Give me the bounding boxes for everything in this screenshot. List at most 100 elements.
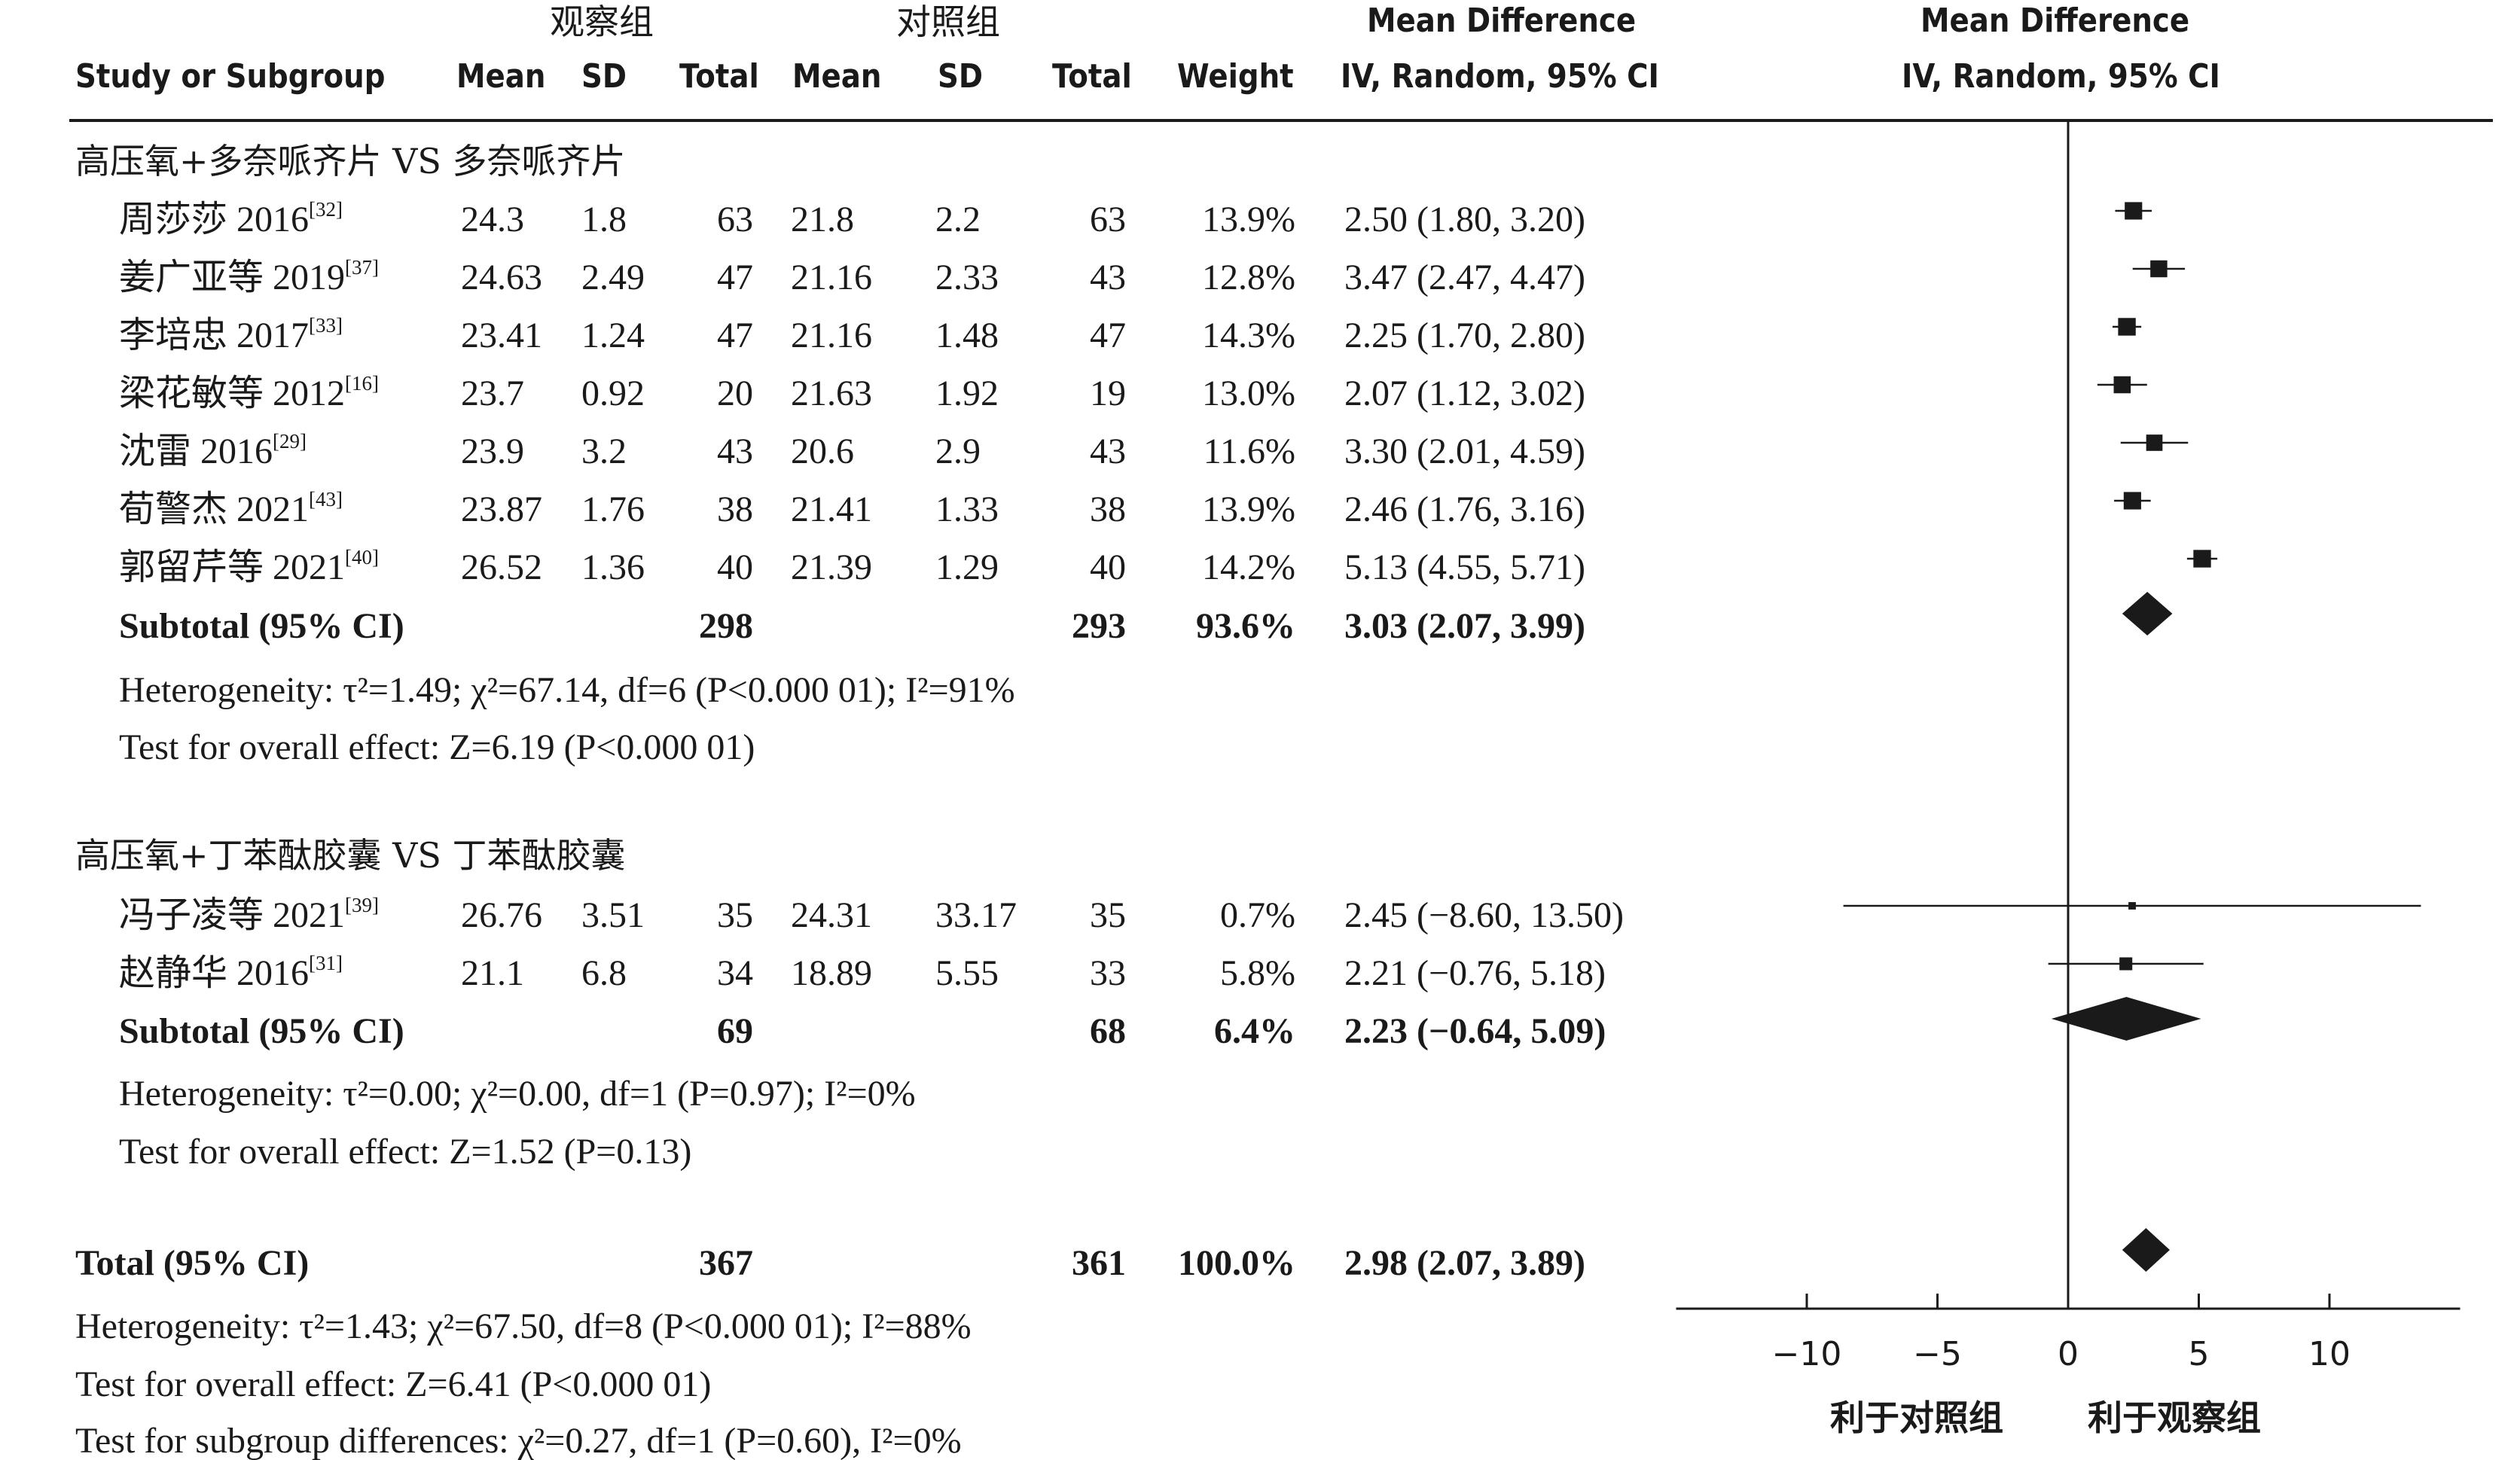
study-name-text: 冯子凌等 2021 bbox=[119, 895, 346, 935]
study-name: 荀警杰 2021[43] bbox=[119, 489, 343, 528]
study-weight: 0.7% bbox=[1220, 895, 1295, 935]
study-mean2: 18.89 bbox=[791, 953, 872, 993]
study-sd1: 1.76 bbox=[581, 489, 645, 529]
study-mean1: 26.52 bbox=[461, 547, 542, 587]
subtotal-total1: 298 bbox=[699, 606, 753, 646]
total1-header: Total bbox=[679, 57, 759, 96]
md-header-right: Mean Difference bbox=[1921, 2, 2190, 40]
study-name: 周莎莎 2016[32] bbox=[119, 200, 343, 239]
study-total1: 20 bbox=[717, 373, 753, 413]
group1-header: 观察组 bbox=[550, 2, 654, 42]
overall-effect-text: Test for overall effect: Z=6.19 (P<0.000… bbox=[119, 727, 755, 767]
study-name: 沈雷 2016[29] bbox=[119, 431, 307, 471]
study-header: Study or Subgroup bbox=[75, 57, 386, 96]
study-reference: [43] bbox=[309, 488, 343, 511]
study-total2: 38 bbox=[1090, 489, 1126, 529]
study-sd2: 1.29 bbox=[935, 547, 999, 587]
header-rule bbox=[69, 119, 2493, 122]
total-weight: 100.0% bbox=[1178, 1243, 1295, 1283]
study-weight: 13.9% bbox=[1202, 200, 1295, 239]
study-sd1: 2.49 bbox=[581, 258, 645, 297]
study-reference: [16] bbox=[345, 372, 379, 395]
ci-header-left: IV, Random, 95% CI bbox=[1341, 57, 1659, 96]
study-sd1: 1.36 bbox=[581, 547, 645, 587]
study-name-text: 周莎莎 2016 bbox=[119, 200, 310, 239]
study-total1: 63 bbox=[717, 200, 753, 239]
study-mean1: 23.7 bbox=[461, 373, 524, 413]
study-total1: 35 bbox=[717, 895, 753, 935]
subtotal-total2: 68 bbox=[1090, 1011, 1126, 1051]
subtotal-ci: 3.03 (2.07, 3.99) bbox=[1344, 606, 1585, 646]
study-sd1: 1.8 bbox=[581, 200, 627, 239]
sd2-header: SD bbox=[938, 57, 984, 96]
study-total2: 19 bbox=[1090, 373, 1126, 413]
study-ci: 2.46 (1.76, 3.16) bbox=[1344, 489, 1585, 529]
subtotal-total1: 69 bbox=[717, 1011, 753, 1051]
study-point bbox=[2146, 434, 2163, 451]
study-point bbox=[2113, 376, 2131, 394]
study-mean2: 24.31 bbox=[791, 895, 872, 935]
subgroup-differences-text: Test for subgroup differences: χ²=0.27, … bbox=[75, 1421, 962, 1460]
total2-header: Total bbox=[1052, 57, 1132, 96]
study-mean1: 23.9 bbox=[461, 431, 524, 471]
study-name-text: 沈雷 2016 bbox=[119, 431, 273, 471]
study-reference: [39] bbox=[345, 894, 379, 916]
study-mean1: 23.87 bbox=[461, 489, 542, 529]
subtotal-label: Subtotal (95% CI) bbox=[119, 1011, 404, 1051]
study-name: 冯子凌等 2021[39] bbox=[119, 895, 379, 935]
study-weight: 5.8% bbox=[1220, 953, 1295, 993]
study-ci: 2.07 (1.12, 3.02) bbox=[1344, 373, 1585, 413]
subgroup-title: 高压氧+丁苯酞胶囊 VS 丁苯酞胶囊 bbox=[75, 835, 626, 876]
study-mean1: 23.41 bbox=[461, 315, 542, 355]
x-tick-label: 5 bbox=[2188, 1335, 2210, 1373]
study-mean1: 26.76 bbox=[461, 895, 542, 935]
group2-header: 对照组 bbox=[896, 2, 1000, 42]
study-sd2: 1.92 bbox=[935, 373, 999, 413]
study-total1: 47 bbox=[717, 258, 753, 297]
study-sd2: 2.2 bbox=[935, 200, 981, 239]
study-ci: 3.47 (2.47, 4.47) bbox=[1344, 258, 1585, 297]
study-mean2: 21.8 bbox=[791, 200, 854, 239]
total-total2: 361 bbox=[1072, 1243, 1126, 1283]
x-tick-label: 10 bbox=[2308, 1335, 2351, 1373]
study-reference: [31] bbox=[309, 952, 343, 974]
study-point bbox=[2123, 492, 2141, 510]
study-ci: 3.30 (2.01, 4.59) bbox=[1344, 431, 1585, 471]
mean1-header: Mean bbox=[456, 57, 546, 96]
subtotal-total2: 293 bbox=[1072, 606, 1126, 646]
study-mean1: 24.63 bbox=[461, 258, 542, 297]
study-total1: 47 bbox=[717, 315, 753, 355]
study-total1: 34 bbox=[717, 953, 753, 993]
study-weight: 11.6% bbox=[1203, 431, 1295, 471]
study-total2: 40 bbox=[1090, 547, 1126, 587]
x-tick-label: 0 bbox=[2058, 1335, 2079, 1373]
study-name-text: 梁花敏等 2012 bbox=[119, 373, 346, 413]
total-label: Total (95% CI) bbox=[75, 1243, 310, 1283]
study-total2: 47 bbox=[1090, 315, 1126, 355]
study-point bbox=[2125, 202, 2143, 220]
total-total1: 367 bbox=[699, 1243, 753, 1283]
study-ci: 2.21 (−0.76, 5.18) bbox=[1344, 953, 1606, 993]
favours-right-label: 利于观察组 bbox=[2088, 1398, 2261, 1438]
study-ci: 2.45 (−8.60, 13.50) bbox=[1344, 895, 1625, 935]
study-sd1: 6.8 bbox=[581, 953, 627, 993]
study-reference: [33] bbox=[309, 314, 343, 337]
study-sd2: 5.55 bbox=[935, 953, 999, 993]
study-mean2: 20.6 bbox=[791, 431, 854, 471]
study-point bbox=[2128, 902, 2136, 910]
study-sd2: 1.33 bbox=[935, 489, 999, 529]
total-overall-effect-text: Test for overall effect: Z=6.41 (P<0.000… bbox=[75, 1364, 712, 1404]
subgroup-title: 高压氧+多奈哌齐片 VS 多奈哌齐片 bbox=[75, 141, 626, 181]
subtotal-weight: 93.6% bbox=[1196, 606, 1295, 646]
study-point bbox=[2193, 550, 2211, 568]
study-mean2: 21.63 bbox=[791, 373, 872, 413]
study-sd2: 2.9 bbox=[935, 431, 981, 471]
study-point bbox=[2118, 318, 2136, 336]
study-reference: [37] bbox=[345, 256, 379, 279]
study-total1: 38 bbox=[717, 489, 753, 529]
study-weight: 13.9% bbox=[1202, 489, 1295, 529]
study-weight: 13.0% bbox=[1202, 373, 1295, 413]
study-weight: 14.3% bbox=[1202, 315, 1295, 355]
